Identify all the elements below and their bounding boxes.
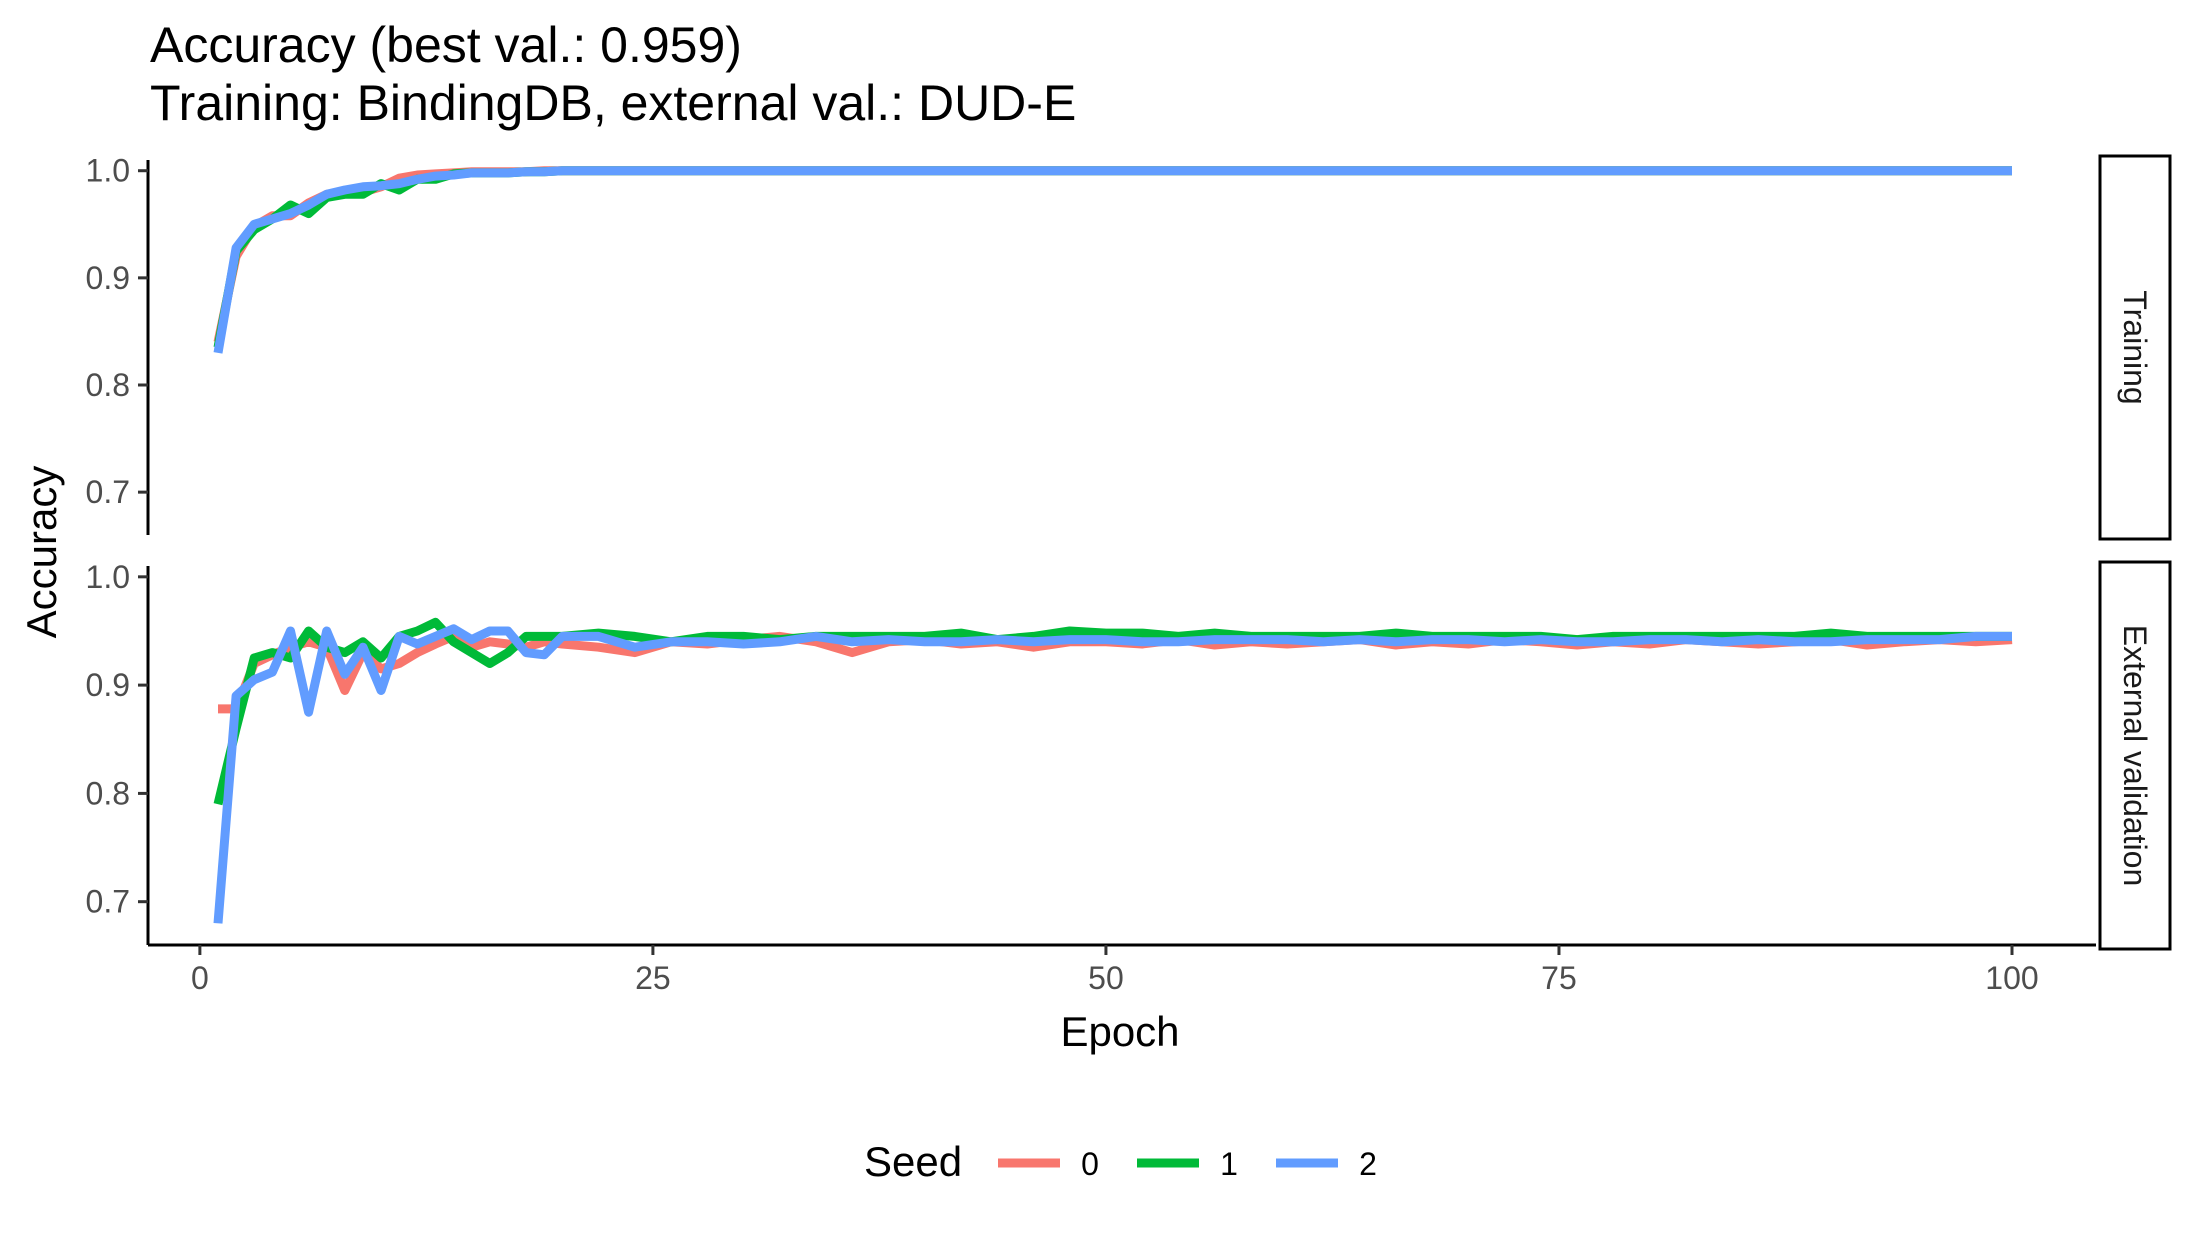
facet-strip-label: Training [2117, 290, 2153, 404]
series-line-seed-1 [213, 166, 2012, 349]
facet-panels: 0.7 0.8 0.9 1.0 Training 0.7 0.8 0.9 1.0 External… [86, 153, 2172, 996]
x-tick-label: 25 [635, 960, 671, 996]
x-axis-title: Epoch [1060, 1008, 1179, 1055]
x-tick-label: 50 [1088, 960, 1124, 996]
y-axis-title: Accuracy [18, 466, 65, 639]
series-line-seed-2 [213, 166, 2012, 354]
facet-panel: 0.7 0.8 0.9 1.0 Training [86, 153, 2172, 541]
series-line-seed-0 [213, 166, 2012, 344]
x-tick-label: 75 [1541, 960, 1577, 996]
x-tick-label: 0 [191, 960, 209, 996]
y-tick-label: 0.8 [86, 775, 130, 811]
facet-panel: 0.7 0.8 0.9 1.0 External validation [86, 559, 2172, 951]
legend-title: Seed [864, 1138, 962, 1185]
facet-strip-label: External validation [2117, 625, 2153, 886]
series-line-seed-0 [218, 631, 2013, 714]
y-tick-label: 0.7 [86, 474, 130, 510]
x-tick-label: 100 [1985, 960, 2038, 996]
series-line-seed-1 [213, 617, 2012, 806]
y-tick-label: 1.0 [86, 153, 130, 189]
y-tick-label: 0.9 [86, 667, 130, 703]
facet-strip [2098, 560, 2172, 951]
y-tick-label: 0.9 [86, 260, 130, 296]
legend-label-seed-2: 2 [1359, 1146, 1377, 1182]
chart-subtitle: Training: BindingDB, external val.: DUD-… [150, 75, 1076, 131]
y-tick-label: 1.0 [86, 559, 130, 595]
series-line-seed-2 [213, 624, 2012, 924]
legend-label-seed-1: 1 [1220, 1146, 1238, 1182]
legend-label-seed-0: 0 [1081, 1146, 1099, 1182]
legend: Seed 0 1 2 [864, 1138, 1377, 1185]
y-tick-label: 0.8 [86, 367, 130, 403]
chart-title: Accuracy (best val.: 0.959) [150, 17, 742, 73]
facet-strip [2098, 154, 2172, 541]
y-tick-label: 0.7 [86, 884, 130, 920]
